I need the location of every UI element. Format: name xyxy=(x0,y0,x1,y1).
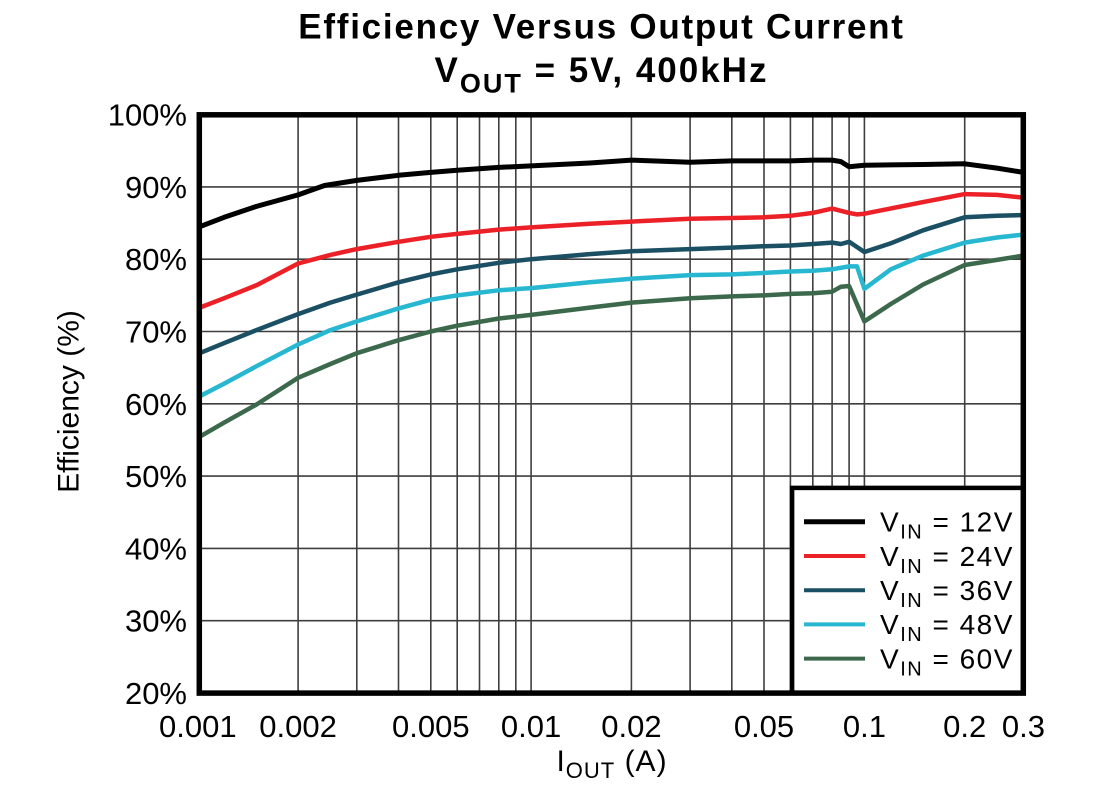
svg-text:20%: 20% xyxy=(125,676,187,711)
svg-text:Efficiency (%): Efficiency (%) xyxy=(53,310,86,493)
svg-text:60%: 60% xyxy=(125,387,187,422)
svg-text:0.05: 0.05 xyxy=(734,709,794,744)
svg-text:0.3: 0.3 xyxy=(1002,709,1045,744)
svg-text:VIN = 36V: VIN = 36V xyxy=(880,575,1014,612)
svg-text:0.01: 0.01 xyxy=(501,709,561,744)
svg-text:90%: 90% xyxy=(125,170,187,205)
svg-text:70%: 70% xyxy=(125,315,187,350)
svg-text:0.005: 0.005 xyxy=(392,709,470,744)
svg-text:80%: 80% xyxy=(125,242,187,277)
svg-text:VIN = 12V: VIN = 12V xyxy=(880,507,1014,544)
svg-text:0.001: 0.001 xyxy=(159,709,237,744)
svg-text:0.002: 0.002 xyxy=(259,709,337,744)
svg-text:50%: 50% xyxy=(125,459,187,494)
svg-text:Efficiency Versus Output Curre: Efficiency Versus Output Current xyxy=(298,8,904,47)
svg-text:0.1: 0.1 xyxy=(843,709,886,744)
svg-text:0.2: 0.2 xyxy=(943,709,986,744)
svg-text:40%: 40% xyxy=(125,531,187,566)
svg-text:0.02: 0.02 xyxy=(601,709,661,744)
svg-text:100%: 100% xyxy=(108,98,187,133)
svg-text:30%: 30% xyxy=(125,604,187,639)
